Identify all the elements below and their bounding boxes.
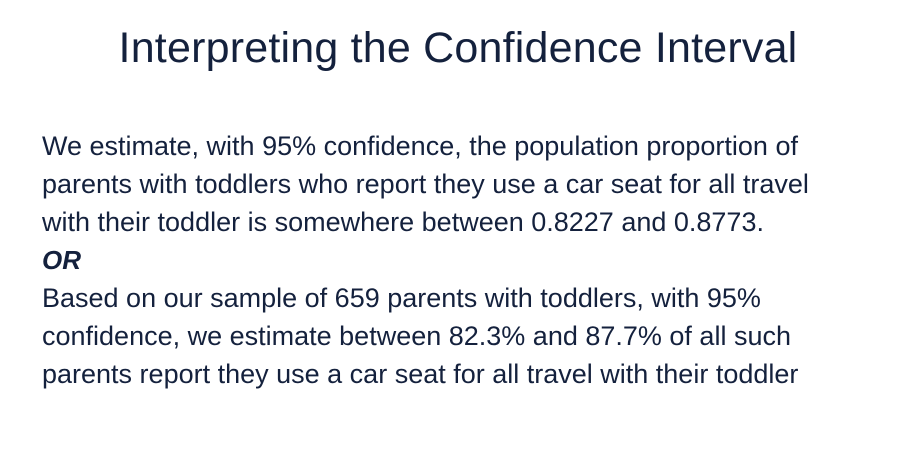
interpretation-paragraph-2: Based on our sample of 659 parents with …	[42, 279, 902, 393]
paragraph-2-line-3: parents report they use a car seat for a…	[42, 359, 799, 389]
paragraph-2-line-1: Based on our sample of 659 parents with …	[42, 283, 761, 313]
paragraph-1-line-2: parents with toddlers who report they us…	[42, 169, 809, 199]
paragraph-1-line-3: with their toddler is somewhere between …	[42, 207, 764, 237]
or-separator: OR	[42, 245, 81, 275]
interpretation-paragraph-1: We estimate, with 95% confidence, the po…	[42, 127, 902, 241]
slide-title: Interpreting the Confidence Interval	[118, 24, 798, 72]
slide-body: We estimate, with 95% confidence, the po…	[42, 127, 902, 393]
paragraph-1-line-1: We estimate, with 95% confidence, the po…	[42, 131, 798, 161]
paragraph-2-line-2: confidence, we estimate between 82.3% an…	[42, 321, 791, 351]
